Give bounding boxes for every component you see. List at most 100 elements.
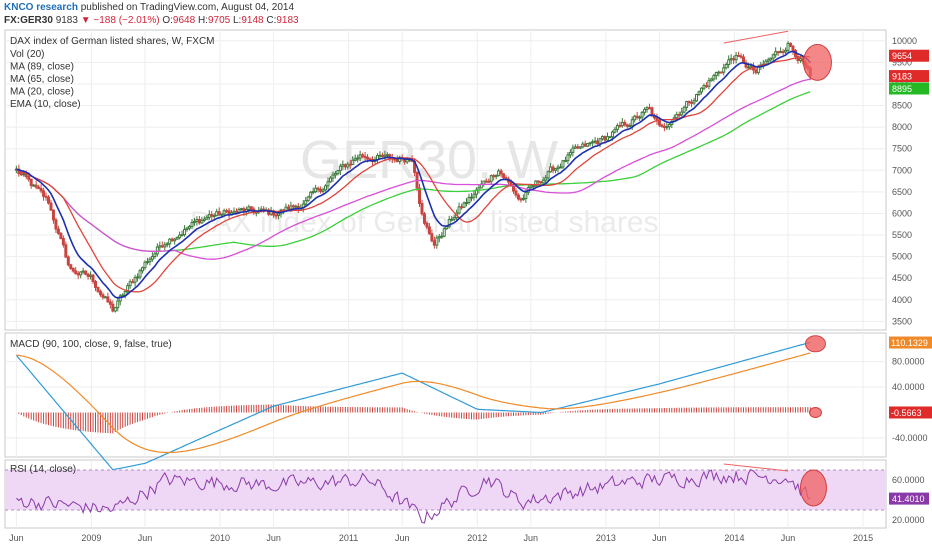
candle-body (49, 202, 53, 211)
candle-body (128, 281, 132, 287)
candle-body (497, 170, 501, 176)
candle-body (96, 286, 100, 292)
candle-body (212, 215, 216, 218)
author-link[interactable]: KNCO research (4, 2, 78, 13)
candle-body (27, 176, 31, 180)
candle-body (563, 160, 567, 163)
x-tick-label: 2009 (81, 533, 101, 543)
candle-body (610, 131, 614, 138)
candle-body (469, 196, 473, 199)
candle-body (529, 185, 533, 189)
candle-body (341, 164, 345, 167)
rsi-badge-bg (889, 492, 929, 505)
x-tick-label: Jun (9, 533, 24, 543)
candle-body (467, 196, 471, 203)
candle-body (502, 173, 506, 179)
candle-body (348, 163, 352, 166)
candle-body (682, 106, 686, 113)
x-tick-label: Jun (395, 533, 410, 543)
candle-body (136, 276, 140, 279)
candle-body (462, 202, 466, 208)
ma20-line (15, 55, 811, 293)
candle-body (304, 200, 308, 205)
candle-body (321, 189, 325, 192)
candle-body (640, 111, 644, 118)
candle-body (435, 237, 439, 246)
candle-body (776, 51, 780, 54)
candle-body (247, 206, 251, 210)
candle-body (328, 177, 332, 183)
candle-body (425, 222, 429, 228)
candle-body (368, 158, 372, 161)
candle-body (44, 195, 48, 198)
candle-body (215, 211, 219, 217)
candle-body (437, 236, 441, 239)
candle-body (71, 267, 75, 272)
rsi-badge-value: 41.4010 (892, 494, 925, 504)
symbol-label[interactable]: FX:GER30 (4, 15, 53, 26)
open-label: O: (162, 15, 173, 26)
candle-body (583, 143, 587, 147)
candle-body (91, 274, 95, 283)
candle-body (635, 115, 639, 118)
candle-body (289, 205, 293, 210)
candle-body (237, 208, 241, 213)
close-value: 9183 (276, 15, 299, 26)
candle-body (133, 277, 137, 283)
candle-body (534, 180, 538, 187)
price-badge-ma-bg (889, 82, 929, 95)
price-tick-label: 5000 (892, 252, 912, 262)
price-badge-ma: 8895 (892, 84, 912, 94)
divergence-trendline-price (723, 30, 789, 44)
x-tick-label: 2012 (467, 533, 487, 543)
candle-body (378, 154, 382, 157)
macd-badge-bg (889, 336, 932, 349)
down-arrow-icon: ▼ (80, 15, 91, 26)
candle-body (427, 226, 431, 235)
rsi-band (5, 470, 886, 510)
candle-body (286, 206, 290, 210)
candle-body (239, 208, 243, 211)
candle-body (573, 146, 577, 149)
macd-line (15, 341, 811, 471)
candle-body (356, 157, 360, 160)
candle-body (472, 193, 476, 198)
publish-header: KNCO research published on TradingView.c… (4, 2, 294, 13)
legend-item: Vol (20) (10, 49, 44, 60)
candle-body (514, 190, 518, 196)
candle-body (675, 114, 679, 119)
rsi-line (16, 469, 811, 524)
candle-body (338, 165, 342, 172)
candle-body (106, 296, 110, 303)
candle-body (744, 62, 748, 68)
price-badge-last-bg (889, 70, 929, 83)
candle-body (234, 210, 238, 213)
candle-body (492, 175, 496, 178)
candle-body (141, 267, 145, 272)
candle-body (697, 91, 701, 96)
candle-body (714, 72, 718, 77)
divergence-trendline-rsi (723, 463, 789, 472)
legend-item: MA (89, close) (10, 62, 74, 73)
candle-body (487, 180, 491, 183)
candle-body (484, 180, 488, 183)
candle-body (704, 85, 708, 88)
candle-body (153, 253, 157, 258)
candle-body (29, 178, 33, 187)
candle-body (630, 119, 634, 127)
candle-body (756, 66, 760, 74)
candle-body (420, 202, 424, 215)
pane-1 (4, 332, 887, 458)
candle-body (521, 197, 525, 201)
x-tick-label: 2015 (853, 533, 873, 543)
candle-body (94, 281, 98, 288)
candle-body (346, 163, 350, 168)
quote-header: FX:GER30 9183 ▼ −188 (−2.01%) O:9648 H:9… (4, 15, 299, 26)
candle-body (677, 114, 681, 117)
candle-body (561, 160, 565, 168)
candle-body (380, 154, 384, 158)
macd-label: MACD (90, 100, close, 9, false, true) (10, 339, 172, 350)
low-value: 9148 (241, 15, 264, 26)
candle-body (771, 54, 775, 59)
